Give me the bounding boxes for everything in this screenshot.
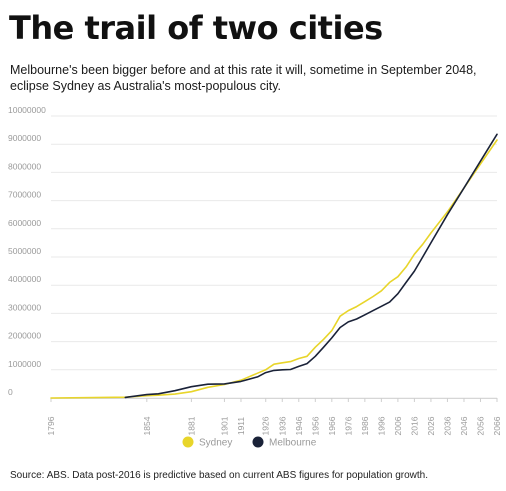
y-tick-label: 5000000 [8,246,41,256]
x-tick-label: 2056 [475,416,485,435]
x-tick-label: 1926 [261,416,271,435]
y-tick-label: 8000000 [8,161,41,171]
x-tick-label: 1966 [327,416,337,435]
y-tick-label: 0 [8,387,13,397]
y-tick-label: 9000000 [8,133,41,143]
x-tick-label: 2026 [426,416,436,435]
x-tick-label: 1976 [343,416,353,435]
x-tick-label: 2006 [393,416,403,435]
line-chart: 0 1000000 2000000 3000000 4000000 5000000 6000… [8,105,502,449]
series-line-sydney [50,139,498,399]
x-tick-label: 2016 [409,416,419,435]
x-tick-label: 1911 [236,417,246,436]
y-tick-label: 6000000 [8,218,41,228]
legend-label-sydney: Sydney [199,438,232,449]
x-tick-label: 1796 [46,416,56,435]
y-tick-label: 2000000 [8,331,41,341]
x-tick-label: 1956 [310,416,320,435]
y-tick-label: 4000000 [8,274,41,284]
x-tick-label: 1996 [376,416,386,435]
legend-marker-sydney [182,436,194,448]
x-tick-label: 1986 [360,416,370,435]
x-tick-label: 1936 [277,416,287,435]
chart-subtitle: Melbourne's been bigger before and at th… [10,63,477,93]
legend-label-melbourne: Melbourne [269,438,317,449]
x-tick-label: 1854 [142,416,152,435]
x-tick-label: 2046 [459,416,469,435]
y-tick-label: 7000000 [8,190,41,200]
series-line-melbourne [124,133,498,399]
y-tick-label: 1000000 [8,359,41,369]
x-tick-label: 1901 [219,416,229,435]
x-tick-label: 2036 [442,416,452,435]
source-note: Source: ABS. Data post-2016 is predictiv… [10,470,429,481]
x-tick-label: 2066 [492,416,502,435]
legend-marker-melbourne [252,436,264,448]
x-tick-label: 1881 [186,416,196,435]
y-tick-label: 3000000 [8,302,41,312]
x-tick-label: 1946 [294,416,304,435]
y-tick-label: 10000000 [8,105,46,115]
chart-title: The trail of two cities [9,9,383,47]
